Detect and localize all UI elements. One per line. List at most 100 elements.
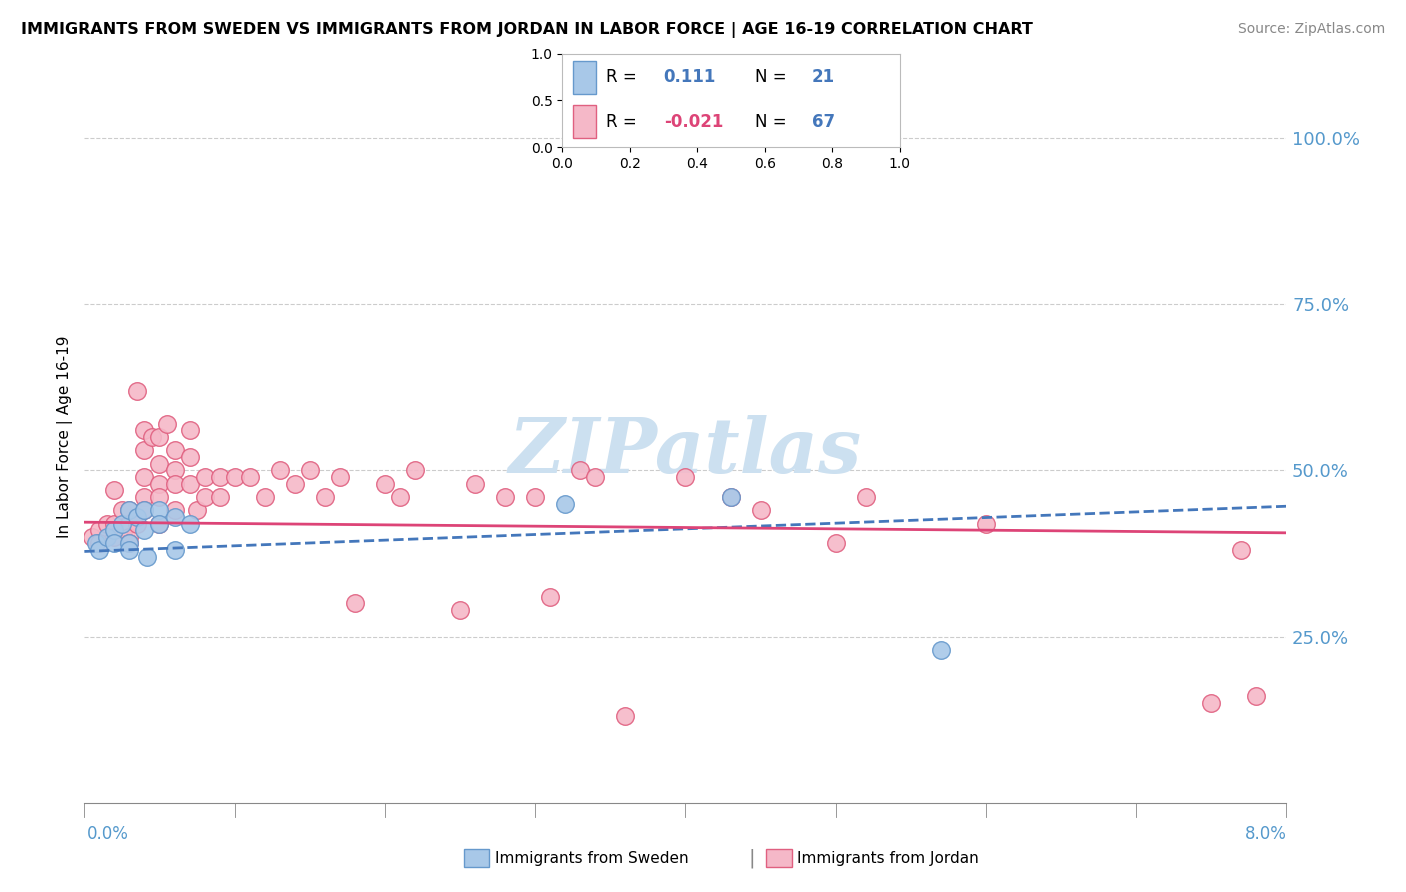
Text: |: |: [749, 848, 755, 868]
Point: [239, 470, 262, 484]
Point: [186, 503, 208, 517]
Point: [974, 516, 997, 531]
Point: [194, 470, 217, 484]
Bar: [572, 61, 596, 94]
Point: [163, 463, 186, 477]
Point: [343, 596, 366, 610]
Point: [269, 463, 291, 477]
Point: [118, 530, 141, 544]
Point: [118, 536, 141, 550]
Point: [86, 536, 108, 550]
Text: Source: ZipAtlas.com: Source: ZipAtlas.com: [1237, 22, 1385, 37]
Point: [163, 443, 186, 458]
Point: [136, 549, 159, 564]
Point: [156, 417, 179, 431]
Point: [148, 503, 170, 517]
Point: [80, 530, 103, 544]
Text: 21: 21: [813, 68, 835, 86]
Point: [329, 470, 352, 484]
Point: [103, 523, 125, 537]
Text: 0.0%: 0.0%: [87, 825, 129, 843]
Point: [298, 463, 321, 477]
Point: [118, 516, 141, 531]
Point: [148, 490, 170, 504]
Text: Immigrants from Sweden: Immigrants from Sweden: [495, 851, 689, 865]
Point: [449, 603, 471, 617]
Text: R =: R =: [606, 113, 637, 131]
Text: 8.0%: 8.0%: [1244, 825, 1286, 843]
Point: [538, 590, 561, 604]
Point: [118, 543, 141, 558]
Point: [524, 490, 547, 504]
Point: [148, 516, 170, 531]
Point: [148, 430, 170, 444]
Text: N =: N =: [755, 113, 786, 131]
Point: [103, 536, 125, 550]
Point: [134, 424, 156, 438]
Text: 0.111: 0.111: [664, 68, 716, 86]
Point: [163, 503, 186, 517]
Point: [179, 476, 201, 491]
Point: [720, 490, 742, 504]
Text: R =: R =: [606, 68, 637, 86]
Point: [404, 463, 426, 477]
Point: [125, 384, 148, 398]
Text: Immigrants from Jordan: Immigrants from Jordan: [797, 851, 979, 865]
Text: ZIPatlas: ZIPatlas: [509, 415, 862, 489]
Point: [111, 516, 134, 531]
Point: [194, 490, 217, 504]
Point: [148, 516, 170, 531]
Point: [111, 503, 134, 517]
Text: -0.021: -0.021: [664, 113, 723, 131]
Point: [554, 497, 576, 511]
Point: [179, 450, 201, 464]
Point: [855, 490, 877, 504]
Point: [103, 530, 125, 544]
Y-axis label: In Labor Force | Age 16-19: In Labor Force | Age 16-19: [58, 335, 73, 539]
Point: [103, 516, 125, 531]
Point: [163, 476, 186, 491]
Point: [208, 490, 231, 504]
Text: N =: N =: [755, 68, 786, 86]
Point: [824, 536, 846, 550]
Point: [118, 503, 141, 517]
Point: [118, 536, 141, 550]
Point: [253, 490, 276, 504]
Point: [1246, 690, 1268, 704]
Point: [749, 503, 772, 517]
Point: [125, 516, 148, 531]
Point: [374, 476, 396, 491]
Point: [96, 516, 118, 531]
Point: [89, 536, 111, 550]
Point: [134, 523, 156, 537]
Point: [1230, 543, 1253, 558]
Point: [494, 490, 516, 504]
Point: [134, 503, 156, 517]
Point: [163, 509, 186, 524]
Point: [125, 509, 148, 524]
Point: [1201, 696, 1223, 710]
Point: [89, 523, 111, 537]
Point: [148, 457, 170, 471]
Text: IMMIGRANTS FROM SWEDEN VS IMMIGRANTS FROM JORDAN IN LABOR FORCE | AGE 16-19 CORR: IMMIGRANTS FROM SWEDEN VS IMMIGRANTS FRO…: [21, 22, 1033, 38]
Point: [179, 424, 201, 438]
Point: [720, 490, 742, 504]
Bar: [572, 105, 596, 138]
Point: [118, 503, 141, 517]
Point: [141, 430, 163, 444]
Point: [614, 709, 637, 723]
Point: [134, 470, 156, 484]
Point: [134, 490, 156, 504]
Point: [163, 543, 186, 558]
Point: [208, 470, 231, 484]
Point: [675, 470, 697, 484]
Point: [388, 490, 411, 504]
Point: [464, 476, 486, 491]
Point: [224, 470, 246, 484]
Point: [284, 476, 307, 491]
Point: [134, 443, 156, 458]
Point: [148, 476, 170, 491]
Point: [103, 483, 125, 498]
Text: 67: 67: [813, 113, 835, 131]
Point: [314, 490, 336, 504]
